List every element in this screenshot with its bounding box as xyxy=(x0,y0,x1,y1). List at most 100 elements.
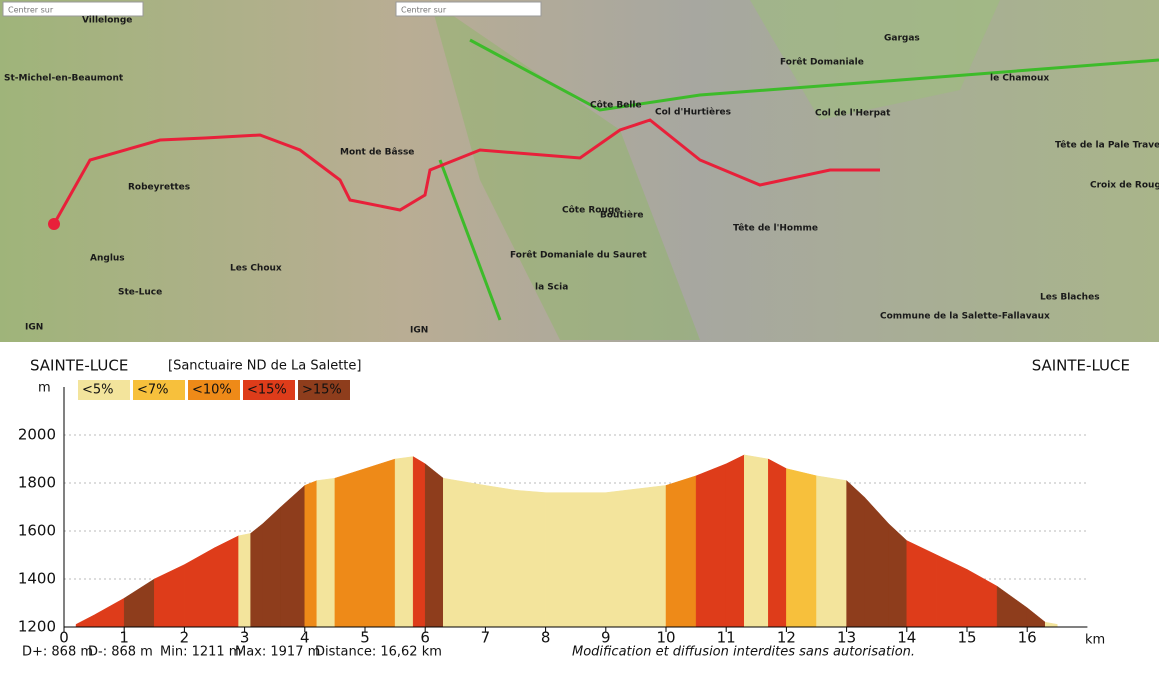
map-label: Villelonge xyxy=(82,16,132,26)
y-axis-label: m xyxy=(38,381,51,396)
profile-segment xyxy=(250,523,263,628)
profile-segment xyxy=(262,506,281,628)
legend-label: <10% xyxy=(192,383,232,398)
profile-segment xyxy=(768,458,787,628)
legend-swatch xyxy=(78,380,130,400)
x-tick-label: 16 xyxy=(1018,629,1037,647)
map-label: IGN xyxy=(25,323,43,333)
map-label: Gargas xyxy=(884,34,920,44)
profile-segment xyxy=(786,468,817,628)
stat: Distance: 16,62 km xyxy=(315,645,442,660)
map-label: Les Choux xyxy=(230,264,282,274)
legend-label: <15% xyxy=(247,383,287,398)
profile-segment xyxy=(304,480,318,628)
map-label: Robeyrettes xyxy=(128,183,190,193)
x-tick-label: 6 xyxy=(420,629,430,647)
x-tick-label: 4 xyxy=(300,629,310,647)
profile-segment xyxy=(966,568,998,628)
profile-segment xyxy=(394,456,414,628)
map-label: Col de l'Herpat xyxy=(815,109,891,119)
stat: Max: 1917 m xyxy=(235,645,320,660)
map-label: Commune de la Salette-Fallavaux xyxy=(880,312,1050,322)
map-label: Anglus xyxy=(90,254,125,264)
profile-segment xyxy=(936,554,968,628)
profile-segment xyxy=(906,540,938,628)
start-marker xyxy=(48,218,60,230)
profile-segment xyxy=(1026,607,1046,628)
profile-segment xyxy=(184,547,215,628)
map-label: la Scia xyxy=(535,283,568,293)
chart-subtitle: [Sanctuaire ND de La Salette] xyxy=(168,359,361,374)
map-label: IGN xyxy=(410,326,428,336)
x-tick-label: 13 xyxy=(837,629,856,647)
x-tick-label: 12 xyxy=(777,629,796,647)
legend-swatch xyxy=(188,380,240,400)
profile-segment xyxy=(695,463,727,628)
profile-segment xyxy=(364,458,396,628)
boundary xyxy=(438,159,502,321)
stat: Min: 1211 m xyxy=(160,645,241,660)
x-tick-label: 3 xyxy=(240,629,250,647)
profile-segment xyxy=(485,485,516,628)
forest xyxy=(430,0,700,340)
profile-segment xyxy=(334,468,366,628)
profile-segment xyxy=(93,597,125,628)
y-tick-label: 1400 xyxy=(18,570,56,588)
x-tick-label: 7 xyxy=(481,629,491,647)
profile-segment xyxy=(424,463,444,628)
y-tick-label: 1800 xyxy=(18,474,56,492)
profile-segment xyxy=(816,475,847,628)
stat: D+: 868 m xyxy=(22,645,93,660)
map: Centrer sur Centrer sur xyxy=(0,0,1159,342)
map-label: Boutière xyxy=(600,210,643,221)
y-tick-label: 2000 xyxy=(18,426,56,444)
profile-segment xyxy=(238,533,251,628)
x-tick-label: 0 xyxy=(59,629,69,647)
search-placeholder: Centrer sur xyxy=(401,6,447,15)
map-label: St-Michel-en-Beaumont xyxy=(4,74,124,84)
profile-segment xyxy=(1045,621,1058,628)
legend-swatch xyxy=(243,380,295,400)
x-tick-label: 8 xyxy=(541,629,551,647)
profile-segment xyxy=(846,480,865,628)
map-label: Les Blaches xyxy=(1040,293,1100,303)
legend-swatch xyxy=(298,380,350,400)
profile-segment xyxy=(744,454,769,628)
search-box[interactable] xyxy=(395,1,542,17)
footer-note: Modification et diffusion interdites san… xyxy=(572,645,915,660)
profile-segment xyxy=(316,477,336,628)
legend-label: <7% xyxy=(137,383,169,398)
profile-segment xyxy=(888,523,908,628)
map-label: Mont de Bâsse xyxy=(340,148,414,158)
profile-segment xyxy=(725,454,745,628)
map-label: Croix de Rougny xyxy=(1090,181,1159,191)
map-label: Ste-Luce xyxy=(118,288,162,298)
map-label: Col d'Hurtières xyxy=(655,107,731,118)
x-tick-label: 10 xyxy=(656,629,675,647)
profile-segment xyxy=(665,475,697,628)
profile-segment xyxy=(864,496,889,628)
forest xyxy=(750,0,1000,120)
route xyxy=(52,118,880,225)
search-box[interactable] xyxy=(2,1,144,17)
profile-segment xyxy=(214,535,239,628)
search-placeholder: Centrer sur xyxy=(8,6,54,15)
profile-segment xyxy=(154,564,185,628)
legend-label: <5% xyxy=(82,383,114,398)
x-tick-label: 14 xyxy=(897,629,916,647)
x-axis-label: km xyxy=(1085,633,1105,648)
profile-segment xyxy=(280,484,306,628)
profile-segment xyxy=(605,485,667,628)
boundary xyxy=(469,38,1159,112)
map-label: le Chamoux xyxy=(990,74,1049,84)
x-tick-label: 5 xyxy=(360,629,370,647)
x-tick-label: 11 xyxy=(717,629,736,647)
map-label: Côte Rouge xyxy=(562,205,620,216)
map-label: Forêt Domaniale du Sauret xyxy=(510,250,647,261)
stat: D-: 868 m xyxy=(88,645,153,660)
profile-segment xyxy=(443,477,486,628)
map-label: Côte Belle xyxy=(590,100,642,111)
profile-segment xyxy=(75,614,95,628)
x-tick-label: 9 xyxy=(601,629,611,647)
